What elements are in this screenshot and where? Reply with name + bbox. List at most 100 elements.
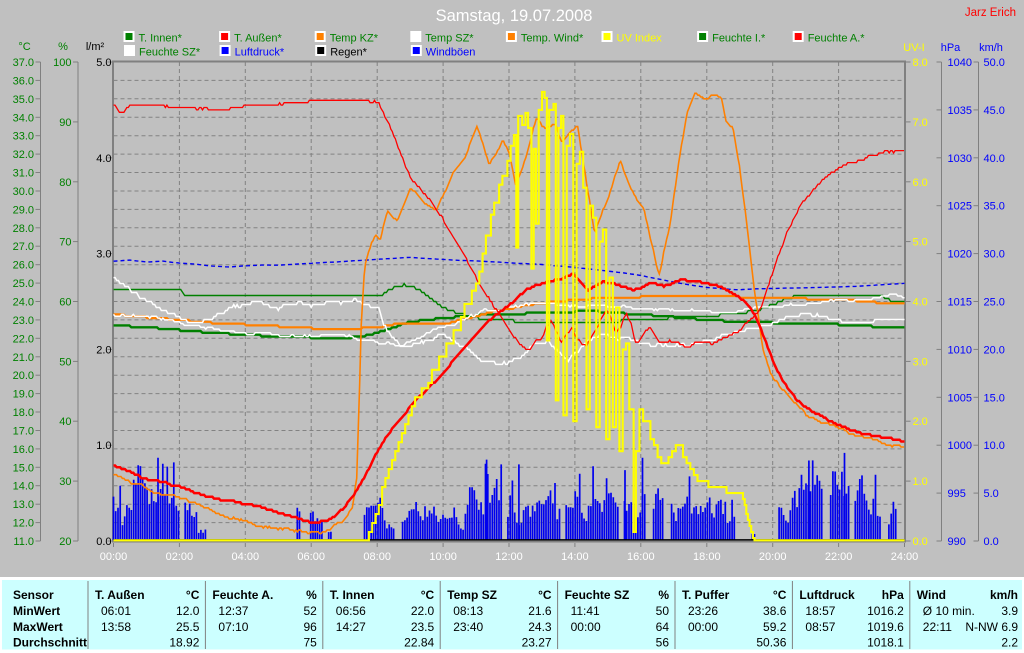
svg-text:Temp KZ*: Temp KZ*: [330, 33, 379, 45]
svg-text:36.0: 36.0: [13, 75, 34, 87]
svg-text:50.0: 50.0: [984, 57, 1005, 69]
svg-text:T. Außen: T. Außen: [95, 588, 145, 602]
svg-text:18.0: 18.0: [13, 407, 34, 419]
svg-text:20:00: 20:00: [759, 551, 787, 563]
svg-text:Luftdruck*: Luftdruck*: [235, 47, 285, 59]
svg-text:56: 56: [656, 636, 670, 650]
svg-text:14:00: 14:00: [561, 551, 589, 563]
svg-text:T. Innen: T. Innen: [330, 588, 375, 602]
svg-text:Luftdruck: Luftdruck: [799, 588, 855, 602]
svg-text:33.0: 33.0: [13, 131, 34, 143]
svg-text:0.0: 0.0: [913, 536, 928, 548]
svg-text:08:00: 08:00: [363, 551, 391, 563]
svg-text:50.36: 50.36: [756, 636, 786, 650]
svg-text:%: %: [58, 41, 68, 53]
svg-text:13.0: 13.0: [13, 499, 34, 511]
svg-text:Temp SZ: Temp SZ: [447, 588, 497, 602]
svg-text:0.0: 0.0: [96, 536, 111, 548]
svg-text:995: 995: [948, 488, 966, 500]
svg-text:MaxWert: MaxWert: [13, 620, 63, 634]
svg-text:12:37: 12:37: [218, 604, 248, 618]
svg-text:35.0: 35.0: [13, 94, 34, 106]
svg-text:1000: 1000: [948, 440, 972, 452]
svg-text:40: 40: [59, 416, 71, 428]
svg-text:T. Puffer: T. Puffer: [682, 588, 730, 602]
svg-text:Temp SZ*: Temp SZ*: [425, 33, 474, 45]
svg-text:Jarz Erich: Jarz Erich: [965, 7, 1016, 19]
svg-text:18:00: 18:00: [693, 551, 721, 563]
svg-text:64: 64: [656, 620, 670, 634]
svg-text:1005: 1005: [948, 392, 972, 404]
svg-text:20: 20: [59, 536, 71, 548]
svg-text:°C: °C: [421, 588, 435, 602]
svg-text:UV Index: UV Index: [617, 33, 663, 45]
svg-text:Regen*: Regen*: [330, 47, 367, 59]
svg-text:18.92: 18.92: [169, 636, 199, 650]
svg-text:10:00: 10:00: [429, 551, 457, 563]
svg-text:30.0: 30.0: [984, 249, 1005, 261]
svg-text:23.27: 23.27: [522, 636, 552, 650]
svg-text:Samstag, 19.07.2008: Samstag, 19.07.2008: [436, 7, 593, 25]
svg-text:22.0: 22.0: [13, 333, 34, 345]
svg-text:30.0: 30.0: [13, 186, 34, 198]
svg-text:1.0: 1.0: [913, 476, 928, 488]
svg-text:5.0: 5.0: [96, 57, 111, 69]
svg-text:07:10: 07:10: [218, 620, 248, 634]
svg-text:24.3: 24.3: [528, 620, 552, 634]
svg-text:30: 30: [59, 476, 71, 488]
svg-text:14:27: 14:27: [336, 620, 366, 634]
svg-text:20.0: 20.0: [984, 344, 1005, 356]
svg-text:6.0: 6.0: [913, 177, 928, 189]
svg-text:23:26: 23:26: [688, 604, 718, 618]
svg-text:hPa: hPa: [882, 588, 904, 602]
svg-text:Wind: Wind: [917, 588, 946, 602]
svg-text:Feuchte SZ: Feuchte SZ: [565, 588, 630, 602]
svg-text:2.0: 2.0: [913, 416, 928, 428]
svg-text:06:56: 06:56: [336, 604, 366, 618]
svg-text:1010: 1010: [948, 344, 972, 356]
svg-text:11.0: 11.0: [13, 536, 34, 548]
svg-text:N-NW 6.9: N-NW 6.9: [965, 620, 1018, 634]
svg-text:1016.2: 1016.2: [867, 604, 904, 618]
svg-text:km/h: km/h: [979, 42, 1003, 54]
svg-text:22.0: 22.0: [411, 604, 435, 618]
svg-text:km/h: km/h: [990, 588, 1018, 602]
svg-text:1019.6: 1019.6: [867, 620, 904, 634]
svg-text:°C: °C: [538, 588, 552, 602]
svg-text:UV-I: UV-I: [903, 42, 924, 54]
svg-text:40.0: 40.0: [984, 153, 1005, 165]
svg-text:Ø 10 min.: Ø 10 min.: [923, 604, 975, 618]
svg-text:4.0: 4.0: [96, 153, 111, 165]
svg-text:1018.1: 1018.1: [867, 636, 904, 650]
svg-text:1035: 1035: [948, 105, 972, 117]
svg-text:21.6: 21.6: [528, 604, 552, 618]
svg-text:17.0: 17.0: [13, 426, 34, 438]
svg-text:24:00: 24:00: [891, 551, 919, 563]
svg-text:00:00: 00:00: [688, 620, 718, 634]
svg-text:3.9: 3.9: [1001, 604, 1018, 618]
svg-text:Durchschnitt: Durchschnitt: [13, 636, 87, 650]
svg-text:24.0: 24.0: [13, 297, 34, 309]
svg-text:11:41: 11:41: [571, 604, 600, 618]
svg-text:75: 75: [303, 636, 317, 650]
svg-text:27.0: 27.0: [13, 241, 34, 253]
svg-text:38.6: 38.6: [763, 604, 787, 618]
svg-text:25.0: 25.0: [13, 278, 34, 290]
svg-text:22.84: 22.84: [404, 636, 434, 650]
svg-text:08:57: 08:57: [805, 620, 835, 634]
svg-text:2.2: 2.2: [1001, 636, 1018, 650]
svg-text:22:00: 22:00: [825, 551, 853, 563]
svg-text:60: 60: [59, 297, 71, 309]
svg-text:T. Außen*: T. Außen*: [234, 33, 282, 45]
svg-text:0.0: 0.0: [984, 536, 999, 548]
svg-text:8.0: 8.0: [913, 57, 928, 69]
svg-text:34.0: 34.0: [13, 112, 34, 124]
svg-text:12:00: 12:00: [495, 551, 523, 563]
svg-text:12.0: 12.0: [13, 518, 34, 530]
svg-text:1040: 1040: [948, 57, 972, 69]
svg-text:16.0: 16.0: [13, 444, 34, 456]
svg-text:80: 80: [59, 177, 71, 189]
svg-text:12.0: 12.0: [176, 604, 200, 618]
svg-text:04:00: 04:00: [232, 551, 260, 563]
svg-text:29.0: 29.0: [13, 204, 34, 216]
